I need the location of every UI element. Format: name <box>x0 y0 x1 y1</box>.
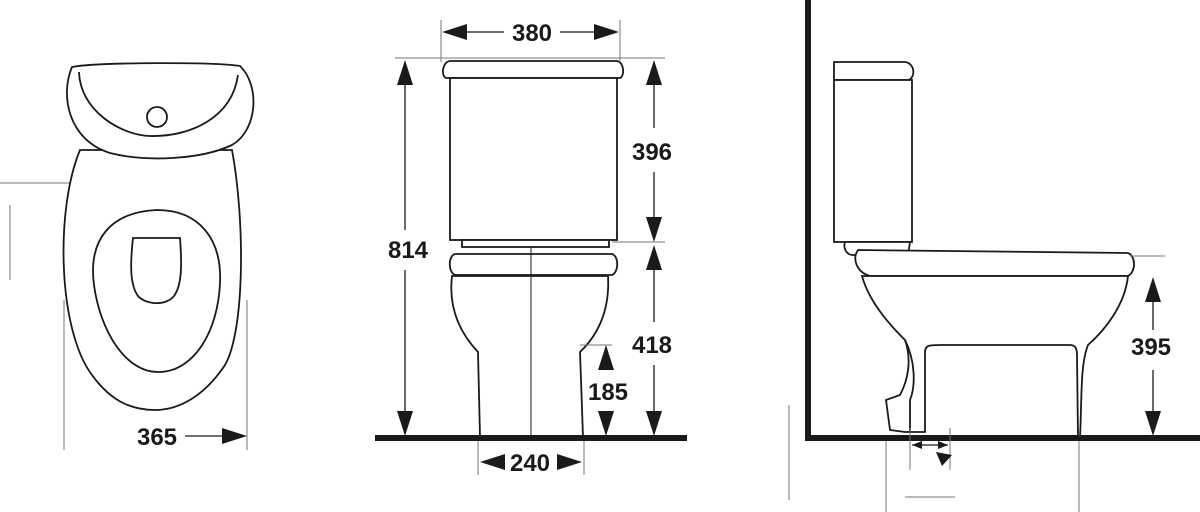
front-view-tank-body <box>449 77 618 241</box>
dimension-arrow <box>646 217 662 242</box>
top-view-tank-inner <box>78 71 239 137</box>
dimension-arrow <box>646 245 662 270</box>
dimension-label-418: 418 <box>632 332 672 359</box>
front-view: 380 814 396 418 185 240 <box>375 20 687 477</box>
dimension-arrow <box>222 428 247 444</box>
side-view-trap <box>904 339 915 432</box>
flush-button-icon <box>146 106 168 128</box>
front-view-floor <box>375 435 687 441</box>
dimension-arrow <box>912 441 922 449</box>
side-view-tank-lid <box>833 61 915 81</box>
dimension-arrow <box>646 60 662 85</box>
side-view-wall <box>805 0 811 441</box>
dimension-arrow <box>397 60 413 85</box>
dimension-label-365: 365 <box>137 424 177 451</box>
dimension-arrow <box>646 411 662 436</box>
side-view: 395 <box>788 0 1200 512</box>
top-view-seat-ring <box>92 209 221 373</box>
dimension-label-380: 380 <box>512 20 552 47</box>
front-view-tank-connector <box>461 239 610 248</box>
side-view-seat <box>854 249 1135 277</box>
side-view-bowl <box>860 275 1129 438</box>
dimension-label-185: 185 <box>588 379 628 406</box>
top-view: 365 <box>0 62 255 451</box>
front-view-tank-lid <box>442 60 624 79</box>
front-view-seat <box>448 253 619 276</box>
dimension-arrow <box>938 441 948 449</box>
dimension-label-396: 396 <box>632 139 672 166</box>
dimension-arrow <box>594 24 619 40</box>
top-view-bowl-outline <box>62 149 242 411</box>
dimension-arrow <box>480 454 505 470</box>
front-view-bowl <box>450 275 610 438</box>
dimension-arrow <box>936 452 952 466</box>
dimension-arrow <box>598 345 614 370</box>
dimension-arrow <box>557 454 582 470</box>
top-view-bowl-opening <box>130 237 182 305</box>
dimension-arrow <box>397 411 413 436</box>
dimension-arrow <box>1145 411 1161 436</box>
side-view-floor <box>805 435 1200 441</box>
dimension-arrow <box>1145 277 1161 302</box>
dimension-arrow <box>598 411 614 436</box>
dimension-label-240: 240 <box>510 450 550 477</box>
dimension-label-814: 814 <box>388 237 429 264</box>
side-view-tank-body <box>833 79 913 243</box>
dimension-arrow <box>442 24 467 40</box>
dimension-label-395: 395 <box>1131 334 1171 361</box>
